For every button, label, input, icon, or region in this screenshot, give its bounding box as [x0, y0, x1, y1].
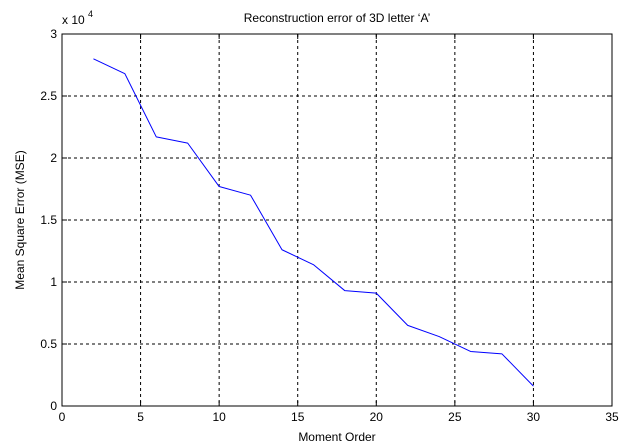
- x-tick-label: 15: [291, 410, 305, 424]
- tick-labels: 0 5 10 15 20 25 30 35 0 0.5 1 1.5 2 2.5 3: [40, 27, 619, 424]
- y-tick-label: 0.5: [40, 337, 57, 351]
- series-layer: [93, 58, 534, 387]
- y-tick-label: 2.5: [40, 89, 57, 103]
- y-axis-multiplier: x 10 4: [62, 9, 93, 27]
- y-tick-label: 1: [50, 275, 57, 289]
- y-multiplier-base: x 10: [62, 13, 85, 27]
- x-tick-label: 30: [527, 410, 541, 424]
- y-tick-label: 0: [50, 399, 57, 413]
- grid: [62, 34, 612, 406]
- x-axis-label: Moment Order: [298, 430, 375, 444]
- y-tick-label: 2: [50, 151, 57, 165]
- x-tick-label: 20: [370, 410, 384, 424]
- y-axis-label: Mean Square Error (MSE): [13, 150, 27, 289]
- x-tick-label: 0: [59, 410, 66, 424]
- ticks: [61, 33, 613, 407]
- x-tick-label: 10: [212, 410, 226, 424]
- x-tick-label: 35: [605, 410, 619, 424]
- series-line-0: [93, 58, 534, 387]
- y-tick-label: 1.5: [40, 213, 57, 227]
- chart-title: Reconstruction error of 3D letter ‘A’: [244, 11, 431, 25]
- x-tick-label: 25: [448, 410, 462, 424]
- y-tick-label: 3: [50, 27, 57, 41]
- plot-area: [62, 34, 612, 406]
- x-tick-label: 5: [137, 410, 144, 424]
- y-multiplier-exponent: 4: [88, 9, 93, 19]
